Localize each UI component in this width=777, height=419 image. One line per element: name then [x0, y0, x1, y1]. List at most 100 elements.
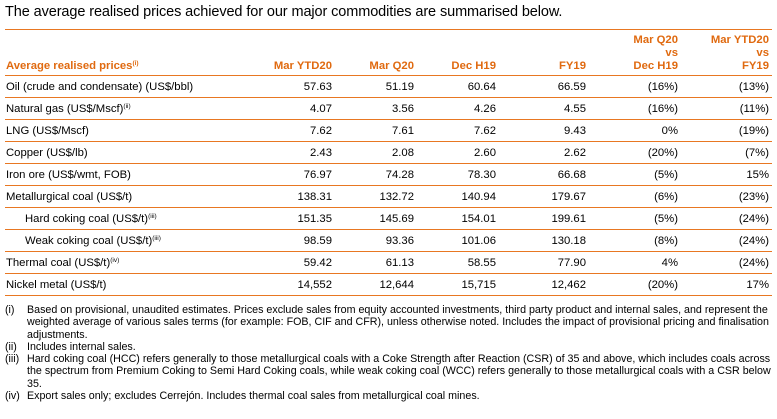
table-row: Thermal coal (US$/t)(iv) 59.42 61.13 58.55 7…	[5, 251, 772, 274]
footnotes: (i) Based on provisional, unaudited estim…	[5, 304, 772, 402]
row-value: 130.18	[499, 229, 589, 252]
row-value: 93.36	[335, 229, 417, 252]
row-value: 15%	[681, 163, 772, 186]
row-value: 14,552	[237, 273, 335, 296]
row-value: 179.67	[499, 185, 589, 208]
row-value: 57.63	[237, 75, 335, 98]
row-value: 9.43	[499, 119, 589, 142]
row-value: (19%)	[681, 119, 772, 142]
row-value: (20%)	[589, 141, 681, 164]
footnote-text: Based on provisional, unaudited estimate…	[27, 304, 769, 341]
prices-table: Average realised prices(i) Mar YTD20 Mar…	[5, 34, 772, 296]
row-value: (24%)	[681, 229, 772, 252]
table-row: Metallurgical coal (US$/t) 138.31 132.72 14…	[5, 185, 772, 208]
row-label: Natural gas (US$/Mscf)(ii)	[5, 97, 237, 120]
footnote: (iv) Export sales only; excludes Cerrejón…	[5, 390, 772, 402]
row-value: 0%	[589, 119, 681, 142]
row-value: (16%)	[589, 97, 681, 120]
row-value: 7.61	[335, 119, 417, 142]
row-value: 77.90	[499, 251, 589, 274]
row-value: 2.08	[335, 141, 417, 164]
row-value: 74.28	[335, 163, 417, 186]
row-value: 2.62	[499, 141, 589, 164]
row-value: 4.55	[499, 97, 589, 120]
row-value: 101.06	[417, 229, 499, 252]
header-label: Average realised prices(i)	[6, 60, 139, 72]
row-value: 145.69	[335, 207, 417, 230]
row-value: 60.64	[417, 75, 499, 98]
row-label: Iron ore (US$/wmt, FOB)	[5, 163, 237, 186]
row-value: 138.31	[237, 185, 335, 208]
table-row: Natural gas (US$/Mscf)(ii) 4.07 3.56 4.26 4.…	[5, 97, 772, 120]
table-row: Copper (US$/lb) 2.43 2.08 2.60 2.62 (20%) (7%)	[5, 141, 772, 164]
row-value: 199.61	[499, 207, 589, 230]
header-compare-q: Mar Q20 vs Dec H19	[633, 34, 678, 72]
row-value: (24%)	[681, 207, 772, 230]
table-row: Nickel metal (US$/t) 14,552 12,644 15,715 12…	[5, 273, 772, 296]
row-value: (24%)	[681, 251, 772, 274]
table-row: Hard coking coal (US$/t)(iii) 151.35 145.6…	[5, 207, 772, 230]
row-value: 15,715	[417, 273, 499, 296]
row-value: (5%)	[589, 163, 681, 186]
row-label: Copper (US$/lb)	[5, 141, 237, 164]
row-value: 66.59	[499, 75, 589, 98]
row-value: 4.26	[417, 97, 499, 120]
footnote: (i) Based on provisional, unaudited estim…	[5, 304, 772, 341]
header-row: Average realised prices(i) Mar YTD20 Mar…	[5, 34, 772, 76]
row-value: (6%)	[589, 185, 681, 208]
row-value: 78.30	[417, 163, 499, 186]
row-label: Oil (crude and condensate) (US$/bbl)	[5, 75, 237, 98]
row-value: 12,462	[499, 273, 589, 296]
row-value: 61.13	[335, 251, 417, 274]
row-value: 140.94	[417, 185, 499, 208]
row-value: 98.59	[237, 229, 335, 252]
row-label: Hard coking coal (US$/t)(iii)	[5, 207, 237, 230]
row-value: 3.56	[335, 97, 417, 120]
row-label: Weak coking coal (US$/t)(iii)	[5, 229, 237, 252]
row-value: 2.43	[237, 141, 335, 164]
row-label: LNG (US$/Mscf)	[5, 119, 237, 142]
intro-text: The average realised prices achieved for…	[5, 4, 563, 20]
row-value: 59.42	[237, 251, 335, 274]
footnote-text: Export sales only; excludes Cerrejón. In…	[27, 390, 480, 403]
header-compare-ytd: Mar YTD20 vs FY19	[710, 34, 769, 72]
header-col-dec-h19: Dec H19	[451, 60, 496, 72]
row-value: 2.60	[417, 141, 499, 164]
row-value: 7.62	[237, 119, 335, 142]
row-value: (20%)	[589, 273, 681, 296]
row-label: Nickel metal (US$/t)	[5, 273, 237, 296]
header-col-mar-ytd20: Mar YTD20	[273, 60, 332, 72]
header-col-fy19: FY19	[558, 60, 586, 72]
row-value: 132.72	[335, 185, 417, 208]
row-value: 51.19	[335, 75, 417, 98]
row-value: (11%)	[681, 97, 772, 120]
table-row: LNG (US$/Mscf) 7.62 7.61 7.62 9.43 0% (19%)	[5, 119, 772, 142]
footnote-text: Hard coking coal (HCC) refers generally …	[27, 353, 771, 390]
footnote-marker: (iii)	[5, 353, 20, 366]
row-value: 66.68	[499, 163, 589, 186]
row-value: (16%)	[589, 75, 681, 98]
row-label: Thermal coal (US$/t)(iv)	[5, 251, 237, 274]
row-value: 17%	[681, 273, 772, 296]
row-value: (23%)	[681, 185, 772, 208]
row-value: 151.35	[237, 207, 335, 230]
row-value: (13%)	[681, 75, 772, 98]
row-value: 12,644	[335, 273, 417, 296]
row-value: (5%)	[589, 207, 681, 230]
row-value: (8%)	[589, 229, 681, 252]
row-value: 4%	[589, 251, 681, 274]
row-value: 4.07	[237, 97, 335, 120]
table-row: Oil (crude and condensate) (US$/bbl) 57.6…	[5, 75, 772, 98]
footnote-text: Includes internal sales.	[27, 340, 136, 353]
row-label: Metallurgical coal (US$/t)	[5, 185, 237, 208]
row-value: (7%)	[681, 141, 772, 164]
table-row: Weak coking coal (US$/t)(iii) 98.59 93.36 1…	[5, 229, 772, 252]
footnote-marker: (i)	[5, 304, 15, 316]
footnote-marker: (iv)	[5, 390, 20, 403]
row-value: 76.97	[237, 163, 335, 186]
footnote-marker: (ii)	[5, 340, 17, 353]
top-rule	[5, 29, 772, 30]
table-row: Iron ore (US$/wmt, FOB) 76.97 74.28 78.30 66…	[5, 163, 772, 186]
row-value: 7.62	[417, 119, 499, 142]
row-value: 154.01	[417, 207, 499, 230]
